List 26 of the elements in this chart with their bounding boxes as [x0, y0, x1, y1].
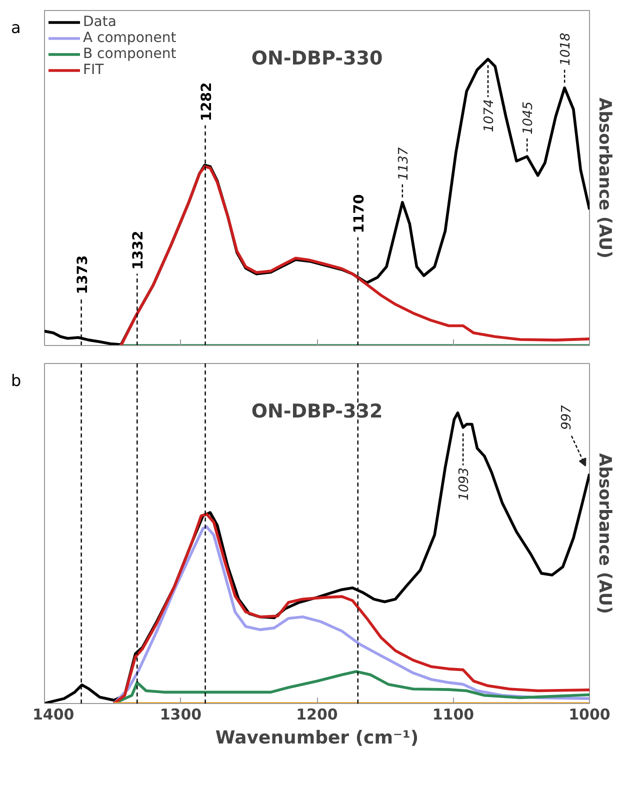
legend-label: FIT [83, 62, 104, 78]
y-axis-title: Absorbance (AU) [594, 453, 614, 614]
text: b [11, 370, 22, 392]
ref-line-label: 1332 [130, 230, 147, 270]
ref-line-label: 1282 [198, 82, 215, 122]
chart-title: ON-DBP-332 [251, 400, 383, 422]
x-tick-label: 1200 [296, 706, 338, 724]
annotation: 1045 [521, 101, 536, 135]
annotation: 997 [560, 404, 574, 430]
x-tick-label: 1100 [432, 706, 474, 724]
annotation: 1137 [396, 146, 412, 180]
x-tick-label: 1300 [160, 706, 202, 724]
x-tick-label: 1000 [568, 706, 610, 724]
annotation: 1018 [558, 32, 574, 66]
annotation: 1074 [482, 99, 497, 132]
ref-line-label: 1373 [74, 255, 91, 294]
legend-label: B component [83, 46, 176, 62]
y-axis-title: Absorbance (AU) [594, 98, 614, 258]
annotation: 1093 [457, 467, 472, 501]
ref-line-label: 1170 [351, 194, 368, 234]
text: a [11, 17, 21, 39]
x-tick-label: 1400 [32, 706, 74, 724]
x-axis-title: Wavenumber (cm⁻¹) [215, 728, 419, 748]
legend-label: Data [83, 14, 116, 30]
chart-title: ON-DBP-330 [251, 48, 383, 70]
legend-label: A component [83, 30, 176, 46]
